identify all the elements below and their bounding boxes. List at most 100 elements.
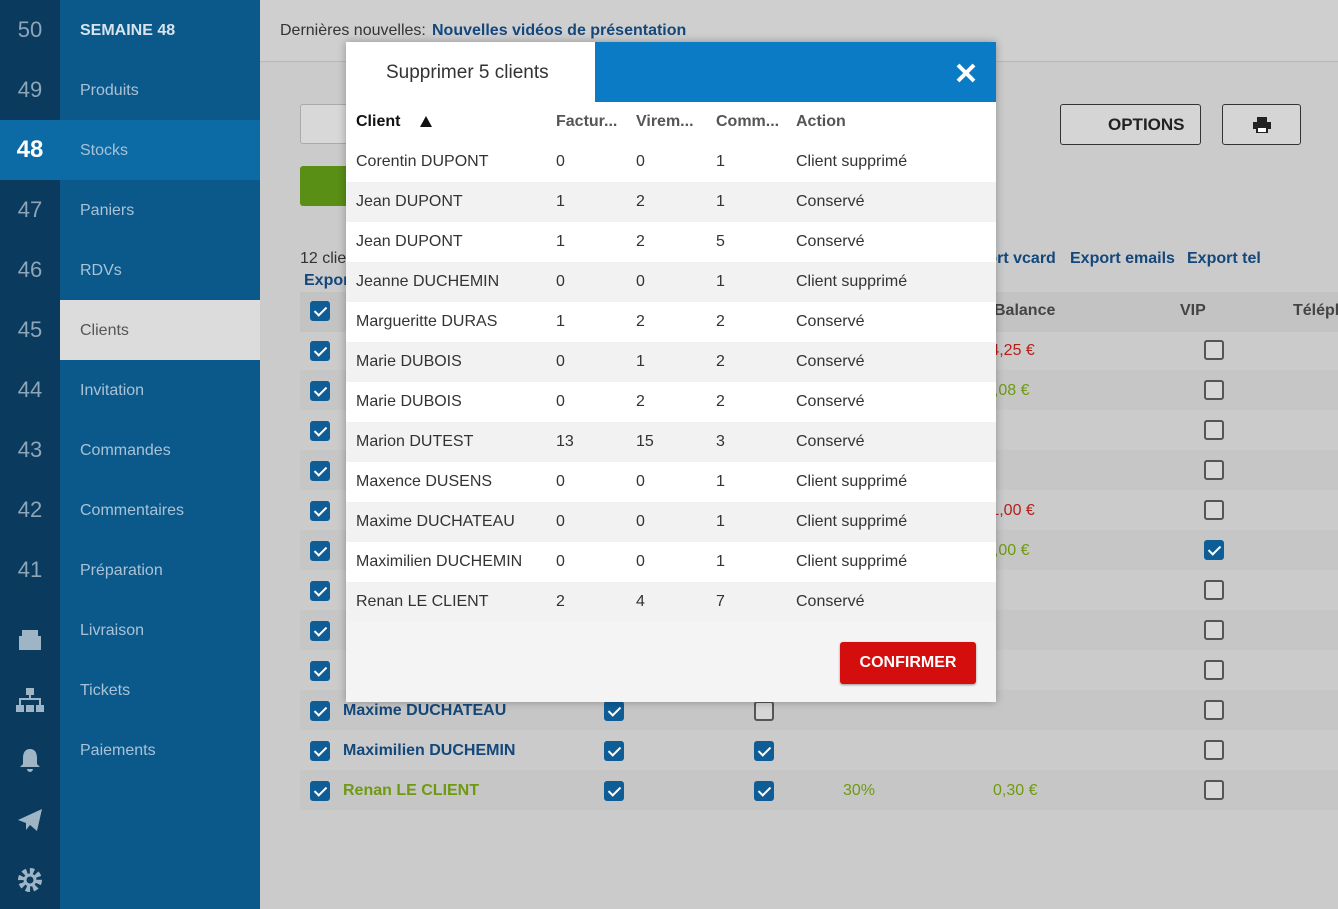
cell: Jean DUPONT bbox=[356, 193, 463, 210]
row-checkbox bbox=[310, 541, 330, 561]
bell-icon bbox=[20, 749, 40, 772]
nav-item: Stocks bbox=[80, 142, 129, 159]
modal-row bbox=[346, 302, 996, 342]
cell: 2 bbox=[716, 313, 725, 330]
cell: Client supprimé bbox=[796, 473, 908, 490]
balance: 2,08 € bbox=[985, 382, 1030, 399]
cell: Conservé bbox=[796, 233, 865, 250]
checkbox bbox=[754, 741, 774, 761]
cell: Marie DUBOIS bbox=[356, 393, 462, 410]
cell: Marie DUBOIS bbox=[356, 353, 462, 370]
cell: Conservé bbox=[796, 393, 865, 410]
week-number: 48 bbox=[16, 136, 44, 163]
modal-row bbox=[346, 222, 996, 262]
column-header: Comm... bbox=[716, 113, 780, 130]
nav-item: SEMAINE 48 bbox=[80, 22, 176, 39]
cell: Client supprimé bbox=[796, 153, 908, 170]
cell: 1 bbox=[556, 193, 565, 210]
modal-row bbox=[346, 382, 996, 422]
active-week bbox=[0, 120, 260, 180]
balance: -1,00 € bbox=[985, 502, 1035, 519]
vip-checkbox bbox=[1204, 540, 1224, 560]
modal-row bbox=[346, 342, 996, 382]
week-number: 43 bbox=[17, 437, 43, 462]
nav-item: Commentaires bbox=[80, 502, 185, 519]
row-checkbox bbox=[310, 461, 330, 481]
cell: 15 bbox=[636, 433, 654, 450]
client-name: Renan LE CLIENT bbox=[343, 782, 480, 799]
modal-header-bar bbox=[595, 42, 996, 102]
cell: Corentin DUPONT bbox=[356, 153, 489, 170]
balance: -4,25 € bbox=[985, 342, 1035, 359]
modal-row bbox=[346, 422, 996, 462]
sort-indicator[interactable] bbox=[420, 116, 432, 128]
options-label: OPTIONS bbox=[1108, 115, 1185, 134]
nav-item: Paiements bbox=[80, 742, 156, 759]
vip-checkbox bbox=[1204, 740, 1224, 760]
cell: 4 bbox=[636, 593, 645, 610]
nav-item: Commandes bbox=[80, 442, 171, 459]
vip-checkbox bbox=[1204, 340, 1224, 360]
vip-checkbox bbox=[1204, 580, 1224, 600]
cell: Maxence DUSENS bbox=[356, 473, 493, 490]
column-header: Client bbox=[356, 113, 401, 130]
balance: 0,30 € bbox=[993, 782, 1038, 799]
cell: Marion DUTEST bbox=[356, 433, 474, 450]
discount: 30% bbox=[843, 782, 876, 799]
close-button[interactable] bbox=[956, 63, 976, 83]
week-number: 45 bbox=[17, 317, 43, 342]
row-band bbox=[300, 770, 1338, 810]
cell: Conservé bbox=[796, 433, 865, 450]
column-header: Virem... bbox=[636, 113, 694, 130]
week-number: 42 bbox=[17, 497, 43, 522]
week-number: 50 bbox=[17, 17, 43, 42]
cell: Maximilien DUCHEMIN bbox=[356, 553, 523, 570]
options-button[interactable] bbox=[1060, 104, 1201, 145]
cell: 0 bbox=[556, 153, 565, 170]
balance: 3,00 € bbox=[985, 542, 1030, 559]
checkbox bbox=[754, 701, 774, 721]
cell: 0 bbox=[636, 473, 645, 490]
nav-item: Tickets bbox=[80, 682, 131, 699]
print-button[interactable] bbox=[1222, 104, 1301, 145]
row-checkbox bbox=[310, 341, 330, 361]
cell: 2 bbox=[636, 393, 645, 410]
week-number: 46 bbox=[17, 257, 43, 282]
cell: Conservé bbox=[796, 193, 865, 210]
checkbox bbox=[754, 781, 774, 801]
nav-item: Préparation bbox=[80, 562, 163, 579]
week-number: 47 bbox=[17, 197, 43, 222]
modal-row bbox=[346, 502, 996, 542]
column-header: VIP bbox=[1180, 302, 1206, 319]
column-header: Téléphone bbox=[1293, 302, 1338, 319]
active-item bbox=[60, 300, 260, 360]
cell: 2 bbox=[716, 353, 725, 370]
cell: 2 bbox=[716, 393, 725, 410]
vip-checkbox bbox=[1204, 700, 1224, 720]
cell: Conservé bbox=[796, 353, 865, 370]
cell: 13 bbox=[556, 433, 574, 450]
vip-checkbox bbox=[1204, 660, 1224, 680]
cell: 0 bbox=[556, 553, 565, 570]
cell: 0 bbox=[636, 273, 645, 290]
week-number: 49 bbox=[17, 77, 43, 102]
print-icon bbox=[1253, 117, 1271, 133]
confirm-button[interactable] bbox=[840, 642, 976, 684]
cell: 0 bbox=[556, 473, 565, 490]
row-checkbox bbox=[310, 741, 330, 761]
cell: Jeanne DUCHEMIN bbox=[356, 273, 500, 290]
news-headline: Nouvelles vidéos de présentation bbox=[432, 22, 687, 39]
vip-checkbox bbox=[1204, 620, 1224, 640]
cell: Client supprimé bbox=[796, 273, 908, 290]
cell: Margueritte DURAS bbox=[356, 313, 498, 330]
cell: 0 bbox=[556, 393, 565, 410]
modal-row bbox=[346, 262, 996, 302]
nav-item: Clients bbox=[80, 322, 129, 339]
cell: 0 bbox=[556, 513, 565, 530]
row-checkbox bbox=[310, 501, 330, 521]
cell: 1 bbox=[716, 513, 725, 530]
cell: 2 bbox=[636, 313, 645, 330]
cell: Client supprimé bbox=[796, 513, 908, 530]
send-icon bbox=[18, 809, 42, 831]
